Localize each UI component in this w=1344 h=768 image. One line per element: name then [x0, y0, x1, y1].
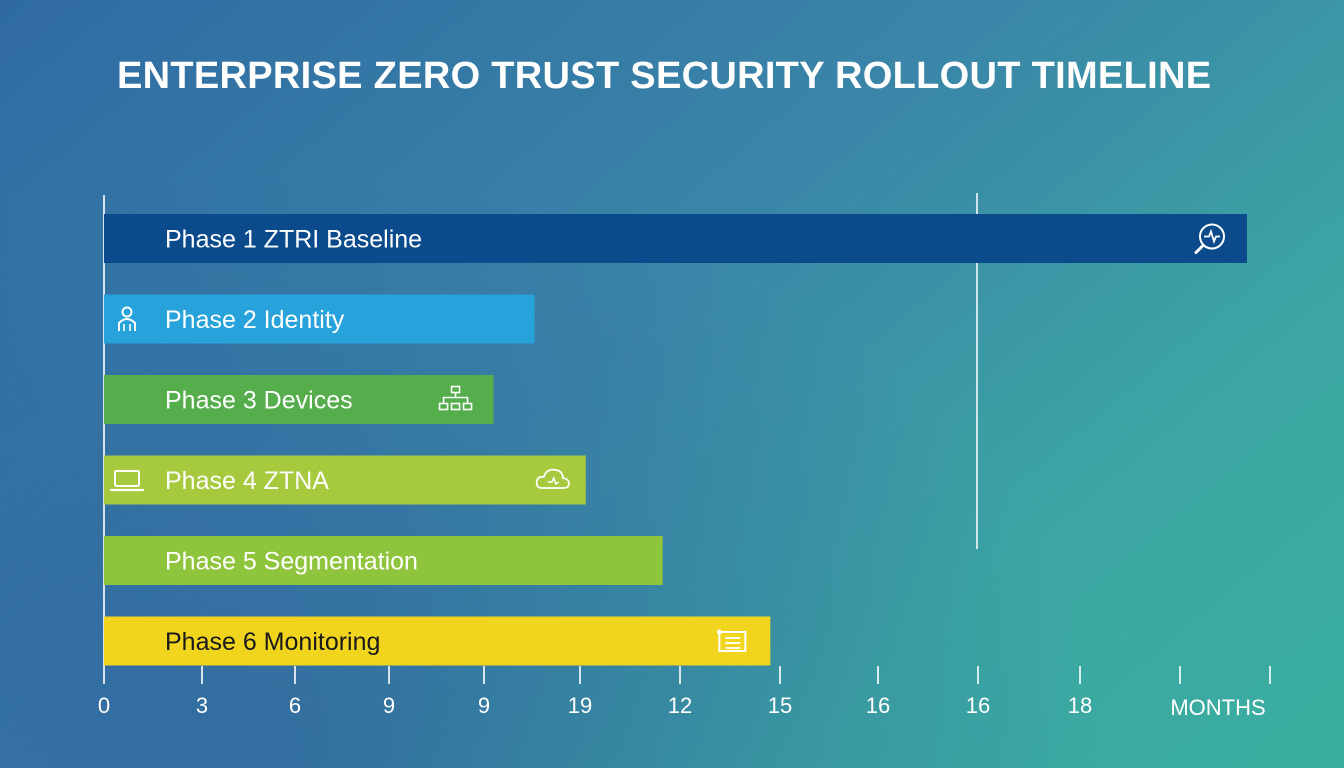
x-tick-label: 12: [668, 693, 692, 718]
x-axis-label: MONTHS: [1170, 695, 1265, 720]
bar-group: Phase 4 ZTNA: [104, 455, 586, 505]
bar-group: Phase 3 Devices: [104, 375, 494, 424]
bar-label: Phase 3 Devices: [165, 387, 353, 415]
laptop-icon: [109, 470, 145, 492]
chart-title: ENTERPRISE ZERO TRUST SECURITY ROLLOUT T…: [117, 55, 1212, 97]
x-tick-label: 16: [966, 693, 990, 718]
bar-group: Phase 1 ZTRI Baseline: [104, 214, 1247, 263]
x-tick-label: 0: [98, 693, 110, 718]
cloud-icon: [535, 468, 570, 489]
person-icon: [118, 306, 136, 331]
bar: [104, 455, 586, 505]
bar-label: Phase 5 Segmentation: [165, 548, 418, 576]
bar-label: Phase 4 ZTNA: [165, 467, 329, 495]
search-monitor-icon: [1194, 223, 1225, 254]
bar-label: Phase 6 Monitoring: [165, 628, 380, 656]
x-tick-label: 16: [866, 693, 890, 718]
bar-group: Phase 6 Monitoring: [104, 616, 771, 666]
x-tick-label: 15: [768, 693, 792, 718]
network-icon: [438, 385, 473, 411]
bar: [104, 214, 1247, 263]
bar: [104, 536, 663, 585]
x-tick-label: 9: [383, 693, 395, 718]
bar-label: Phase 2 Identity: [165, 306, 345, 334]
bar-label: Phase 1 ZTRI Baseline: [165, 226, 422, 254]
x-tick-label: 3: [196, 693, 208, 718]
bar: [104, 616, 771, 666]
x-tick-label: 19: [568, 693, 592, 718]
bar-group: Phase 2 Identity: [104, 294, 535, 344]
x-tick-label: 18: [1068, 693, 1092, 718]
bar-group: Phase 5 Segmentation: [104, 536, 663, 585]
bar: [104, 294, 535, 344]
x-tick-label: 6: [289, 693, 301, 718]
list-icon: [716, 629, 747, 652]
x-tick-label: 9: [478, 693, 490, 718]
bar: [104, 375, 494, 424]
